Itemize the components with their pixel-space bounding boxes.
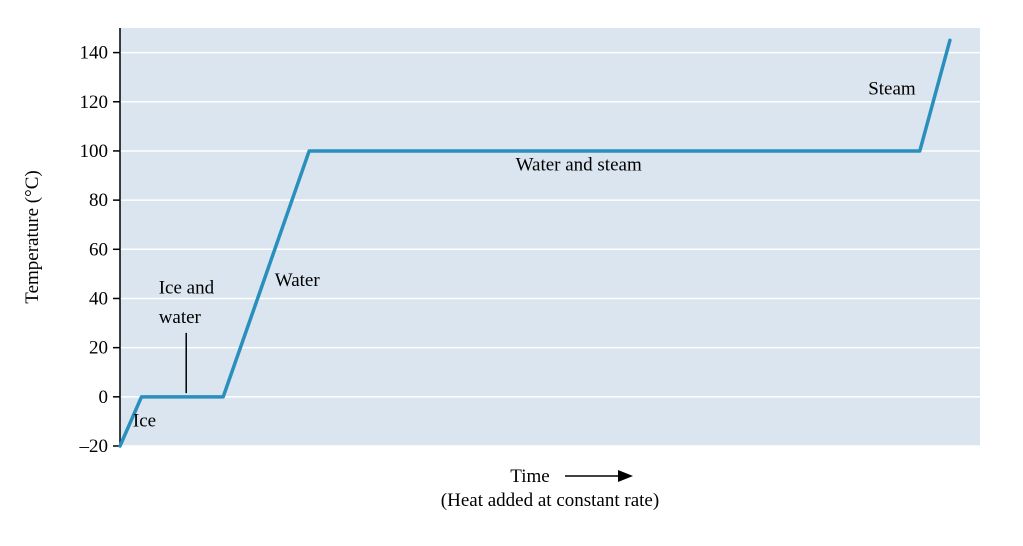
- svg-text:60: 60: [89, 239, 108, 260]
- svg-text:(Heat added at constant rate): (Heat added at constant rate): [441, 490, 659, 511]
- x-axis-label: Time (Heat added at constant rate): [441, 466, 659, 511]
- label-water: Water: [275, 270, 321, 291]
- y-axis-label: Temperature (°C): [22, 170, 43, 303]
- svg-text:40: 40: [89, 288, 108, 309]
- plot-background: [120, 28, 980, 446]
- label-water-steam: Water and steam: [516, 155, 642, 176]
- svg-text:80: 80: [89, 190, 108, 211]
- label-steam: Steam: [868, 78, 916, 99]
- svg-text:100: 100: [80, 141, 109, 162]
- label-ice-water-line1: Ice and: [159, 278, 215, 299]
- svg-text:–20: –20: [79, 436, 109, 457]
- label-ice-water-line2: water: [159, 307, 202, 328]
- svg-text:Time: Time: [510, 466, 549, 487]
- svg-text:120: 120: [80, 92, 109, 113]
- svg-text:20: 20: [89, 338, 108, 359]
- svg-text:0: 0: [99, 387, 109, 408]
- y-axis-ticks: –20 0 20 40 60 80 100 120 140: [79, 43, 121, 457]
- label-ice: Ice: [133, 410, 156, 431]
- svg-text:140: 140: [80, 43, 109, 64]
